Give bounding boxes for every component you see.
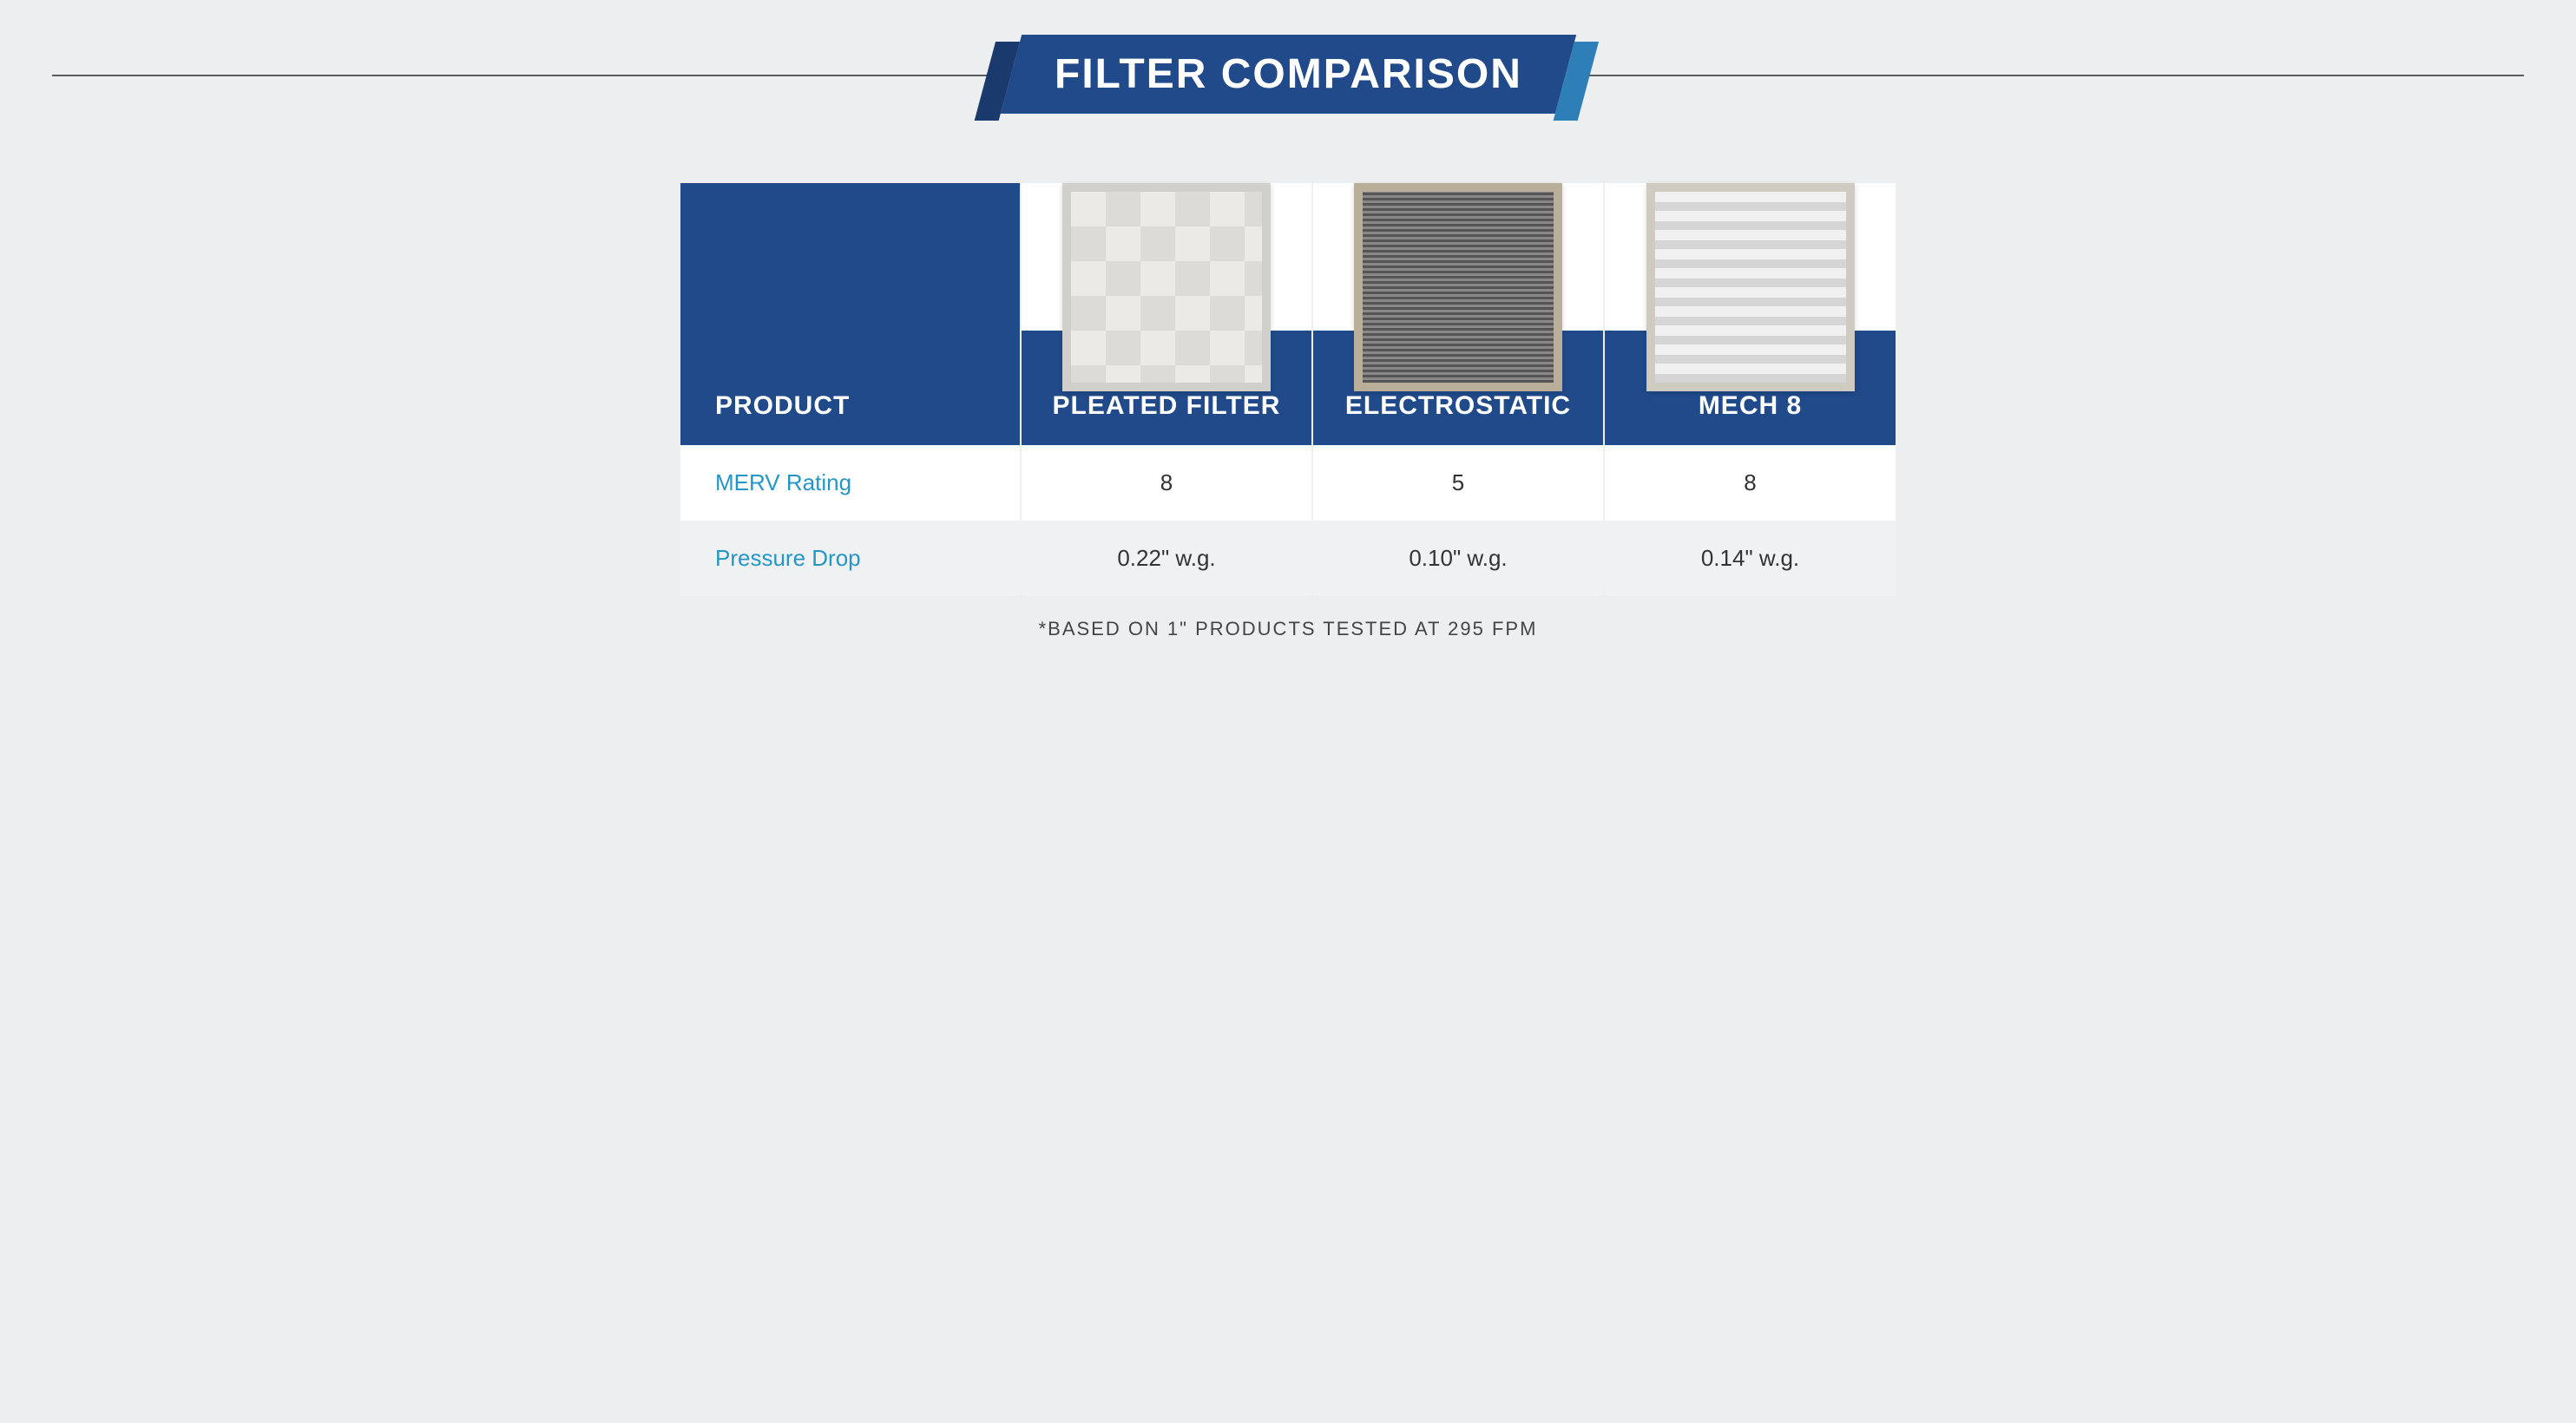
title-banner: FILTER COMPARISON <box>52 35 2524 114</box>
row-label-pressure: Pressure Drop <box>680 521 1021 596</box>
comparison-table: PRODUCT PLEATED FILTER ELECTROSTATIC MEC… <box>680 183 1896 640</box>
pleated-filter-icon <box>1062 183 1271 391</box>
column-label-pleated: PLEATED FILTER <box>1022 391 1311 445</box>
table-row: MERV Rating 8 5 8 <box>680 445 1896 521</box>
column-electrostatic: ELECTROSTATIC <box>1312 183 1604 445</box>
cell: 8 <box>1021 445 1312 521</box>
column-mech8: MECH 8 <box>1604 183 1896 445</box>
mech8-filter-icon <box>1646 183 1855 391</box>
banner-ribbon: FILTER COMPARISON <box>1000 35 1575 114</box>
cell: 0.22" w.g. <box>1021 521 1312 596</box>
cell: 5 <box>1312 445 1604 521</box>
cell: 0.14" w.g. <box>1604 521 1896 596</box>
footnote: *BASED ON 1" PRODUCTS TESTED AT 295 FPM <box>680 618 1896 640</box>
cell: 0.10" w.g. <box>1312 521 1604 596</box>
electrostatic-filter-icon <box>1354 183 1562 391</box>
column-label-mech8: MECH 8 <box>1605 391 1896 445</box>
row-label-merv: MERV Rating <box>680 445 1021 521</box>
page-title: FILTER COMPARISON <box>1055 50 1522 98</box>
filter-table: PRODUCT PLEATED FILTER ELECTROSTATIC MEC… <box>680 183 1896 596</box>
column-label-electrostatic: ELECTROSTATIC <box>1313 391 1603 445</box>
column-pleated: PLEATED FILTER <box>1021 183 1312 445</box>
table-header-row: PRODUCT PLEATED FILTER ELECTROSTATIC MEC… <box>680 183 1896 445</box>
product-header: PRODUCT <box>680 183 1021 445</box>
table-row: Pressure Drop 0.22" w.g. 0.10" w.g. 0.14… <box>680 521 1896 596</box>
cell: 8 <box>1604 445 1896 521</box>
